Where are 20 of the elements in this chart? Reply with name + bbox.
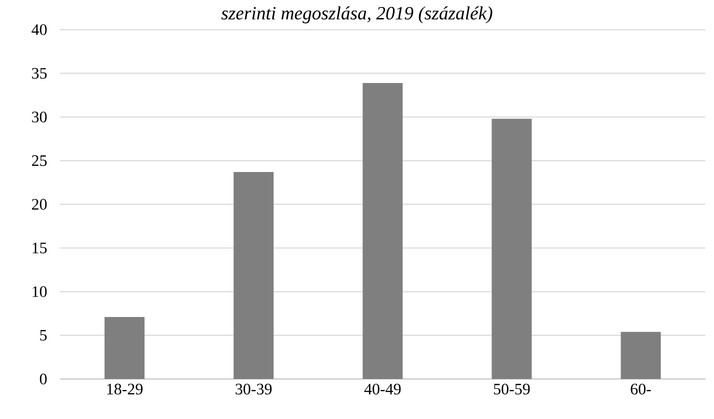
y-tick-label: 10 — [32, 286, 47, 298]
x-tick-label: 18-29 — [107, 384, 143, 394]
chart-title: szerinti megoszlása, 2019 (százalék) — [221, 6, 492, 24]
x-tick-label: 60- — [630, 384, 651, 394]
y-tick-label: 25 — [32, 155, 47, 166]
bar — [362, 82, 403, 379]
bar — [104, 316, 145, 379]
x-tick-label: 50-59 — [494, 384, 530, 394]
x-tick-label: 40-49 — [364, 384, 401, 394]
y-tick-label: 0 — [40, 374, 47, 384]
y-tick-label: 5 — [40, 330, 47, 341]
bar — [492, 118, 532, 379]
y-tick-label: 15 — [32, 242, 47, 254]
y-tick-label: 35 — [32, 68, 47, 79]
y-tick-label: 40 — [32, 24, 47, 36]
x-tick-label: 30-39 — [236, 384, 272, 394]
y-tick-label: 20 — [32, 198, 47, 210]
bar — [234, 172, 274, 379]
y-tick-label: 30 — [32, 112, 47, 122]
bar — [620, 332, 661, 379]
